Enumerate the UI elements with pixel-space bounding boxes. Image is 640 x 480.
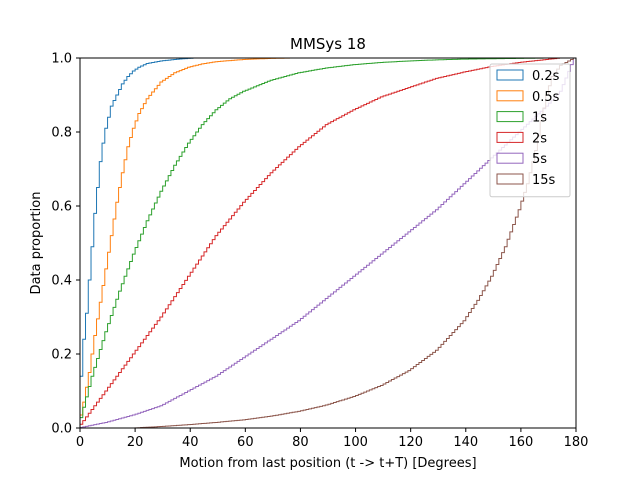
x-axis-label: Motion from last position (t -> t+T) [De… <box>179 456 476 471</box>
y-tick-label: 0.8 <box>51 126 72 141</box>
series-line-0-2s <box>79 57 196 428</box>
legend-swatch-0-5s <box>496 90 524 102</box>
legend-swatch-1s <box>496 111 524 123</box>
legend: 0.2s 0.5s 1s 2s 5s 15s <box>489 63 571 198</box>
x-tick-label: 100 <box>343 435 368 450</box>
legend-swatch-15s <box>496 173 524 185</box>
series-line-15s <box>80 57 576 429</box>
x-tick-label: 140 <box>453 435 478 450</box>
legend-label-5s: 5s <box>532 152 547 167</box>
series-line-1s <box>79 57 549 428</box>
y-tick-label: 0.6 <box>51 200 72 215</box>
legend-swatch-2s <box>496 131 524 143</box>
x-tick-label: 120 <box>398 435 423 450</box>
x-tick-label: 160 <box>508 435 533 450</box>
legend-label-0-2s: 0.2s <box>532 69 560 84</box>
legend-swatch-0-2s <box>496 69 524 81</box>
chart-title: MMSys 18 <box>290 35 366 53</box>
series-line-2s <box>79 57 563 428</box>
legend-label-1s: 1s <box>532 111 547 126</box>
legend-label-0-5s: 0.5s <box>532 90 560 105</box>
series-line-0-5s <box>79 57 295 428</box>
y-tick-label: 1.0 <box>51 52 72 67</box>
legend-swatch-5s <box>496 152 524 164</box>
y-tick-label: 0.2 <box>51 348 72 363</box>
ticks-layer: 0 20 40 60 80 100 120 140 160 180 0.0 0.2 0.4 0.6 0.8 1… <box>51 52 588 451</box>
legend-label-2s: 2s <box>532 131 547 146</box>
y-tick-label: 0.0 <box>51 422 72 437</box>
series-layer <box>79 57 576 429</box>
x-tick-label: 0 <box>76 435 84 450</box>
x-tick-label: 60 <box>237 435 254 450</box>
x-tick-label: 20 <box>127 435 144 450</box>
x-tick-label: 40 <box>182 435 199 450</box>
x-tick-label: 80 <box>292 435 309 450</box>
x-tick-label: 180 <box>564 435 589 450</box>
legend-label-15s: 15s <box>532 173 556 188</box>
y-axis-label: Data proportion <box>29 192 44 295</box>
plot-frame <box>79 57 577 429</box>
y-tick-label: 0.4 <box>51 274 72 289</box>
